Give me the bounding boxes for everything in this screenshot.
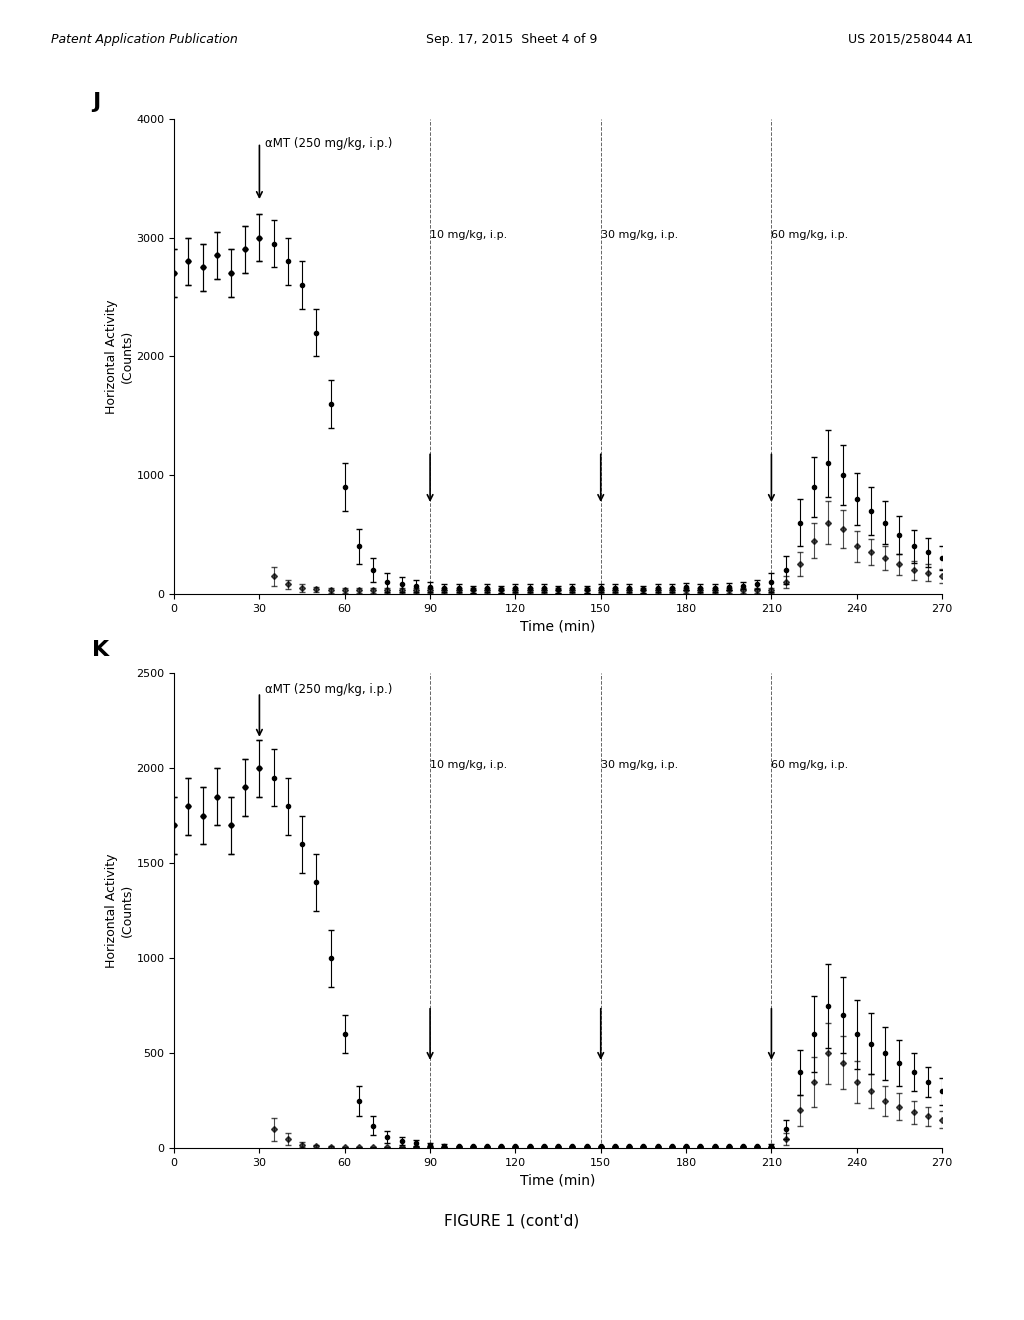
Text: Sep. 17, 2015  Sheet 4 of 9: Sep. 17, 2015 Sheet 4 of 9 bbox=[426, 33, 598, 46]
Text: FIGURE 1 (cont'd): FIGURE 1 (cont'd) bbox=[444, 1213, 580, 1229]
Text: K: K bbox=[92, 640, 110, 660]
Text: 60 mg/kg, i.p.: 60 mg/kg, i.p. bbox=[771, 760, 849, 771]
X-axis label: Time (min): Time (min) bbox=[520, 1173, 596, 1188]
Text: 10 mg/kg, i.p.: 10 mg/kg, i.p. bbox=[430, 760, 507, 771]
Text: αMT (250 mg/kg, i.p.): αMT (250 mg/kg, i.p.) bbox=[265, 682, 392, 696]
Text: Patent Application Publication: Patent Application Publication bbox=[51, 33, 238, 46]
Text: J: J bbox=[92, 92, 100, 112]
Y-axis label: Horizontal Activity
(Counts): Horizontal Activity (Counts) bbox=[105, 300, 133, 413]
Text: 30 mg/kg, i.p.: 30 mg/kg, i.p. bbox=[601, 230, 678, 240]
Text: US 2015/258044 A1: US 2015/258044 A1 bbox=[848, 33, 973, 46]
Y-axis label: Horizontal Activity
(Counts): Horizontal Activity (Counts) bbox=[105, 854, 133, 968]
Text: 60 mg/kg, i.p.: 60 mg/kg, i.p. bbox=[771, 230, 849, 240]
Text: 30 mg/kg, i.p.: 30 mg/kg, i.p. bbox=[601, 760, 678, 771]
Text: 10 mg/kg, i.p.: 10 mg/kg, i.p. bbox=[430, 230, 507, 240]
X-axis label: Time (min): Time (min) bbox=[520, 619, 596, 634]
Text: αMT (250 mg/kg, i.p.): αMT (250 mg/kg, i.p.) bbox=[265, 136, 392, 149]
